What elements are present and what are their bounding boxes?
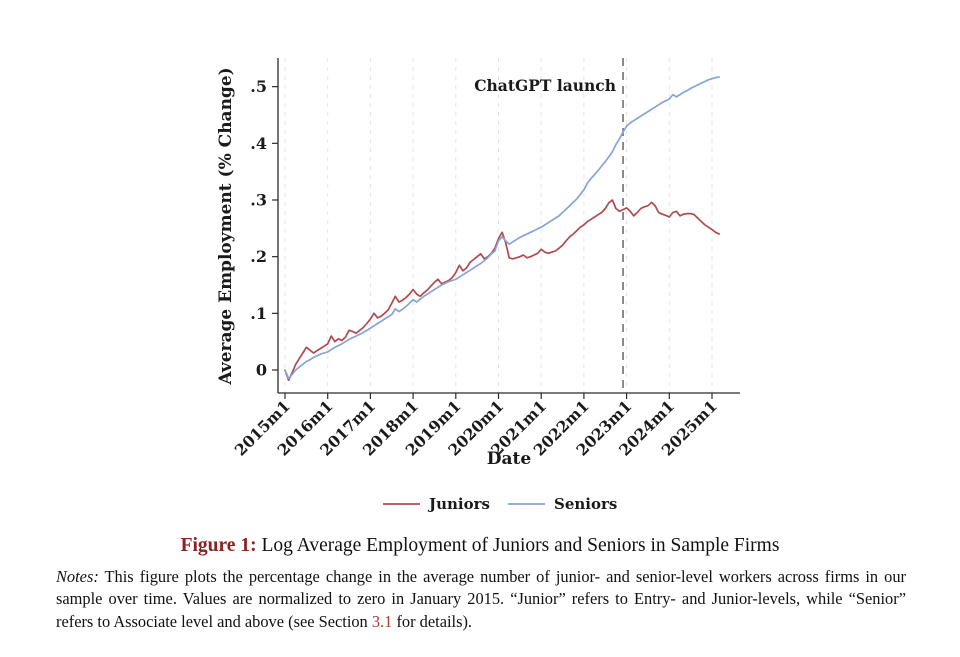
juniors-line: [284, 199, 720, 382]
notes-label: Notes:: [56, 567, 99, 586]
y-tick-label: .4: [250, 134, 267, 153]
gridlines: [284, 58, 713, 393]
notes-text-1: This figure plots the percentage change …: [56, 567, 906, 631]
y-tick-label: .3: [250, 190, 267, 209]
figure-notes: Notes: This figure plots the percentage …: [56, 566, 906, 633]
figure-caption: Figure 1: Log Average Employment of Juni…: [0, 535, 960, 557]
section-link[interactable]: 3.1: [371, 611, 393, 631]
legend-juniors-label: Juniors: [427, 495, 490, 513]
chatgpt-launch-label: ChatGPT launch: [474, 76, 616, 95]
y-tick-label: .1: [250, 304, 267, 323]
y-tick-labels: 0 .1 .2 .3 .4 .5: [250, 77, 267, 379]
figure-caption-text: Log Average Employment of Juniors and Se…: [256, 535, 780, 556]
notes-text-2: for details).: [392, 611, 473, 631]
axes: [272, 58, 740, 399]
y-axis-title: Average Employment (% Change): [216, 67, 236, 385]
y-tick-label: .5: [250, 77, 267, 96]
seniors-line: [284, 76, 720, 380]
legend-seniors-label: Seniors: [554, 495, 617, 513]
y-tick-label: 0: [256, 361, 267, 380]
legend: Juniors Seniors: [383, 495, 617, 513]
x-axis-title: Date: [487, 449, 532, 469]
data-series: [284, 76, 720, 382]
y-tick-label: .2: [250, 247, 267, 266]
employment-line-chart: 2015m12016m12017m12018m12019m12020m12021…: [216, 58, 740, 513]
x-tick-labels: 2015m12016m12017m12018m12019m12020m12021…: [231, 396, 721, 459]
figure-1: 2015m1 2016m1 2017m1 2018m1 2019m1 2020m1 2021…: [0, 58, 960, 633]
figure-caption-label: Figure 1:: [180, 535, 257, 556]
